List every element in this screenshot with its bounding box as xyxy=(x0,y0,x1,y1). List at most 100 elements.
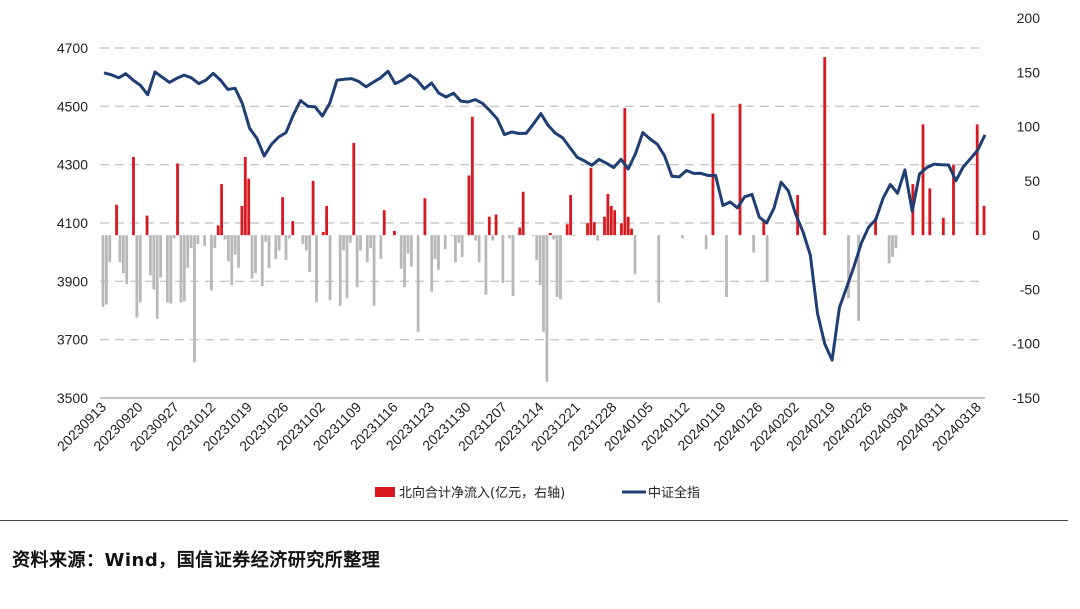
left-tick-label: 4300 xyxy=(57,157,88,173)
legend-bar-label: 北向合计净流入(亿元，右轴) xyxy=(399,485,565,501)
bar xyxy=(196,235,200,244)
bar xyxy=(247,178,251,236)
bar xyxy=(359,235,362,251)
bar xyxy=(233,235,237,255)
bar xyxy=(338,235,342,306)
bar xyxy=(555,235,559,298)
bar xyxy=(928,188,932,236)
bar xyxy=(182,235,186,302)
bar xyxy=(508,235,512,239)
bar xyxy=(596,235,600,241)
bar xyxy=(857,235,861,321)
bar xyxy=(186,235,190,268)
bar xyxy=(104,235,108,305)
bar xyxy=(372,235,376,306)
bar xyxy=(657,235,661,303)
bar xyxy=(284,235,288,261)
bar xyxy=(399,235,403,269)
bar xyxy=(603,216,606,236)
bar xyxy=(952,164,955,236)
bar xyxy=(501,235,505,283)
bar xyxy=(108,235,112,263)
bar xyxy=(423,198,427,236)
chart: 3500 3700 3900 4100 4300 4500 4700 -150 -100 -50… xyxy=(54,10,1041,501)
bar xyxy=(393,230,396,236)
bar xyxy=(291,221,295,236)
bar xyxy=(491,235,495,241)
bar xyxy=(152,235,156,290)
bar xyxy=(203,235,207,246)
bar xyxy=(101,235,105,307)
bar xyxy=(169,235,173,304)
bar xyxy=(545,235,549,382)
bar xyxy=(135,235,139,318)
bar xyxy=(921,124,925,236)
bar xyxy=(609,205,613,236)
bar xyxy=(518,227,522,236)
bar xyxy=(179,235,183,303)
bar xyxy=(474,235,478,241)
source-note: 资料来源：Wind，国信证券经济研究所整理 xyxy=(12,550,381,571)
bar xyxy=(633,235,637,275)
bar xyxy=(589,167,593,236)
bar xyxy=(304,235,308,251)
bar xyxy=(416,235,420,332)
bar xyxy=(379,235,383,260)
bar xyxy=(328,235,332,301)
bar xyxy=(409,235,413,267)
x-axis-ticks: 2023091320230920202309272023101220231019… xyxy=(54,399,985,455)
bar xyxy=(738,103,742,236)
bar xyxy=(762,222,766,236)
bar-series xyxy=(101,57,986,382)
bar xyxy=(321,231,325,236)
bar xyxy=(521,191,525,236)
bar xyxy=(369,235,373,249)
bar xyxy=(681,235,684,239)
bar xyxy=(274,235,278,260)
left-tick-label: 4700 xyxy=(57,40,88,56)
bar xyxy=(125,235,129,284)
bar xyxy=(220,184,223,236)
bar xyxy=(494,214,498,236)
bar xyxy=(382,210,386,236)
bar xyxy=(894,235,898,249)
bar xyxy=(847,235,850,299)
right-tick-label: 200 xyxy=(1017,10,1041,26)
left-axis-ticks: 3500 3700 3900 4100 4300 4500 4700 xyxy=(57,40,88,406)
bar xyxy=(149,235,152,276)
bar xyxy=(454,235,457,263)
bar xyxy=(406,235,410,254)
bar xyxy=(531,235,535,237)
bar xyxy=(538,235,542,286)
right-tick-label: -100 xyxy=(1012,336,1040,352)
bar xyxy=(403,235,406,288)
bar xyxy=(138,235,142,303)
bar xyxy=(572,235,576,237)
bar xyxy=(159,235,163,278)
bar xyxy=(606,193,610,236)
bar xyxy=(613,210,617,236)
bar xyxy=(626,216,630,236)
bar xyxy=(887,235,891,264)
bar xyxy=(982,205,986,236)
bar xyxy=(118,235,122,263)
line-series xyxy=(103,69,987,362)
divider xyxy=(0,520,1068,521)
bar xyxy=(210,235,213,291)
legend-bar-swatch xyxy=(375,487,395,497)
bar xyxy=(145,215,149,236)
left-tick-label: 4500 xyxy=(57,98,88,114)
bar xyxy=(342,235,345,251)
bar xyxy=(467,175,471,236)
bar xyxy=(254,235,257,274)
bar xyxy=(365,235,369,263)
bar xyxy=(470,116,474,236)
bar xyxy=(620,223,623,236)
bar xyxy=(281,197,284,236)
bar xyxy=(874,217,877,236)
bar xyxy=(216,225,220,236)
bar xyxy=(250,235,254,279)
bar xyxy=(592,222,596,236)
bar xyxy=(348,235,352,243)
legend-line-label: 中证全指 xyxy=(648,485,700,501)
